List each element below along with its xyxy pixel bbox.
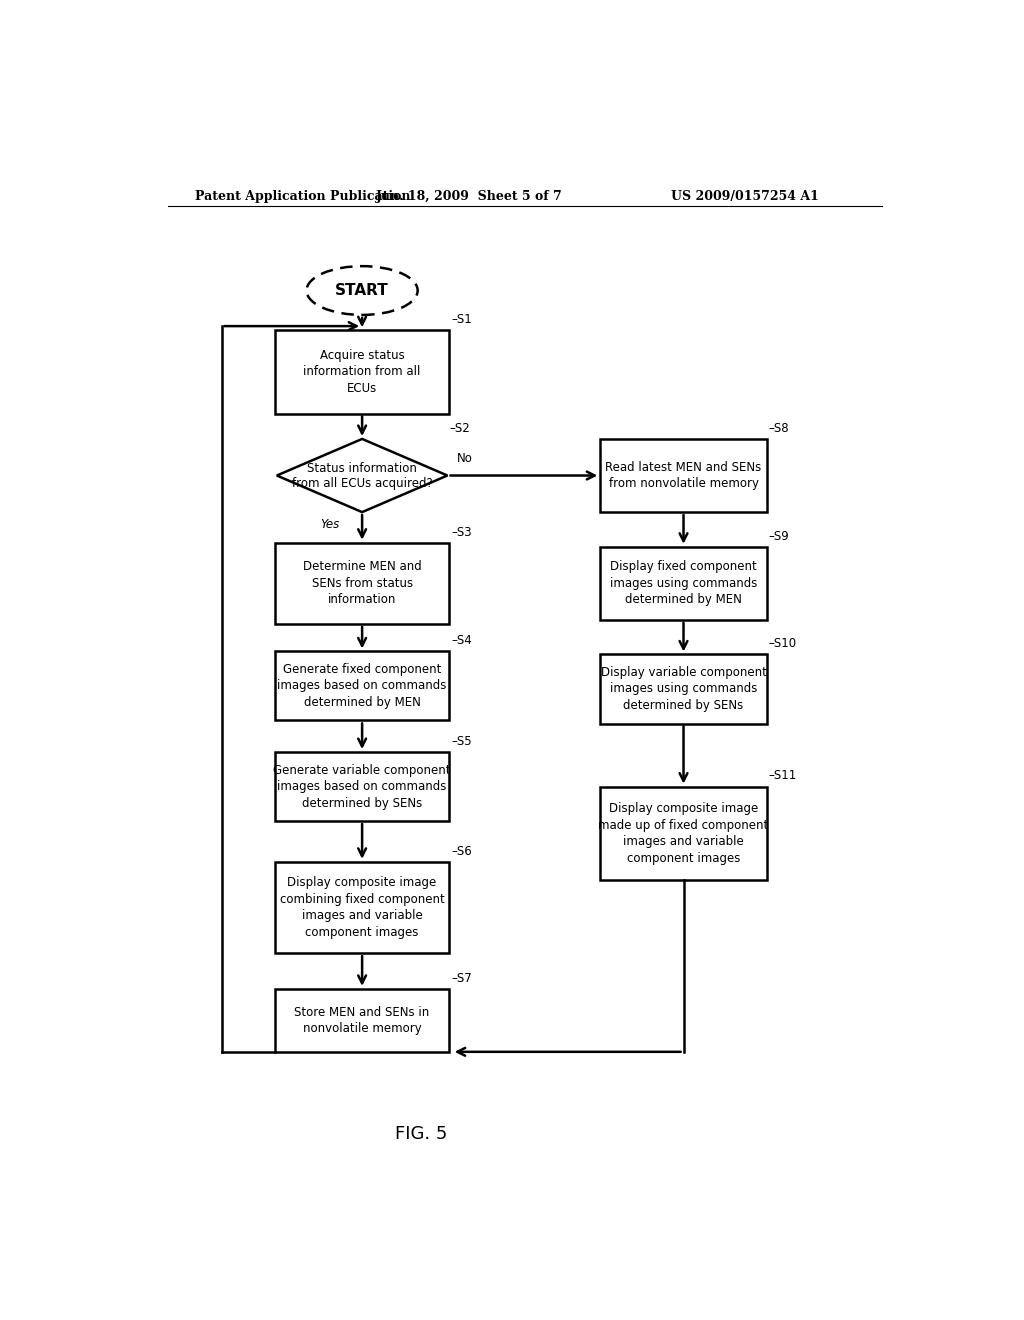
Text: Yes: Yes: [321, 519, 340, 531]
Text: Store MEN and SENs in
nonvolatile memory: Store MEN and SENs in nonvolatile memory: [295, 1006, 430, 1035]
Text: Generate variable component
images based on commands
determined by SENs: Generate variable component images based…: [273, 763, 451, 809]
Text: Display variable component
images using commands
determined by SENs: Display variable component images using …: [601, 667, 766, 711]
Text: Display composite image
made up of fixed component
images and variable
component: Display composite image made up of fixed…: [598, 803, 769, 865]
Text: Determine MEN and
SENs from status
information: Determine MEN and SENs from status infor…: [303, 560, 422, 606]
Text: –S9: –S9: [768, 529, 790, 543]
Text: –S5: –S5: [451, 735, 472, 748]
Text: Patent Application Publication: Patent Application Publication: [196, 190, 411, 202]
Text: No: No: [457, 453, 473, 466]
Text: Generate fixed component
images based on commands
determined by MEN: Generate fixed component images based on…: [278, 663, 446, 709]
Text: FIG. 5: FIG. 5: [395, 1125, 447, 1143]
Text: –S8: –S8: [768, 422, 790, 434]
Text: –S4: –S4: [451, 635, 472, 647]
Text: START: START: [335, 282, 389, 298]
Text: –S7: –S7: [451, 972, 472, 985]
Text: –S1: –S1: [451, 313, 472, 326]
Text: Jun. 18, 2009  Sheet 5 of 7: Jun. 18, 2009 Sheet 5 of 7: [376, 190, 562, 202]
Text: –S11: –S11: [768, 770, 797, 783]
Text: –S2: –S2: [449, 422, 470, 434]
Text: –S3: –S3: [451, 525, 472, 539]
Text: –S10: –S10: [768, 638, 797, 651]
Text: Acquire status
information from all
ECUs: Acquire status information from all ECUs: [303, 348, 421, 395]
Text: Status information
from all ECUs acquired?: Status information from all ECUs acquire…: [292, 462, 432, 490]
Text: –S6: –S6: [451, 845, 472, 858]
Text: US 2009/0157254 A1: US 2009/0157254 A1: [671, 190, 818, 202]
Text: Display composite image
combining fixed component
images and variable
component : Display composite image combining fixed …: [280, 876, 444, 939]
Text: Read latest MEN and SENs
from nonvolatile memory: Read latest MEN and SENs from nonvolatil…: [605, 461, 762, 490]
Text: Display fixed component
images using commands
determined by MEN: Display fixed component images using com…: [610, 560, 757, 606]
